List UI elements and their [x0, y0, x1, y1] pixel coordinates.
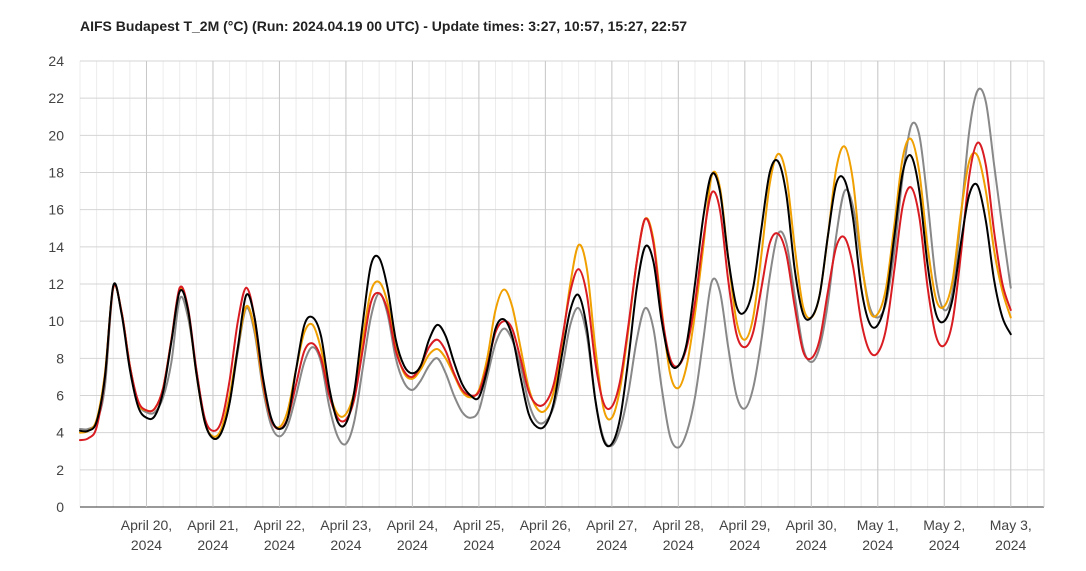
y-tick-label: 8: [56, 350, 64, 366]
x-tick-label-date: April 24,: [387, 517, 438, 533]
x-tick-label-date: April 28,: [653, 517, 704, 533]
x-tick-label-year: 2024: [995, 537, 1026, 553]
y-tick-label: 0: [56, 499, 64, 515]
y-tick-label: 14: [48, 239, 64, 255]
x-tick-label-year: 2024: [663, 537, 694, 553]
x-tick-label-year: 2024: [264, 537, 295, 553]
x-tick-label-year: 2024: [131, 537, 162, 553]
x-tick-label-year: 2024: [596, 537, 627, 553]
series-line-3: [79, 141, 1012, 442]
x-tick-label-date: April 27,: [586, 517, 637, 533]
y-tick-label: 2: [56, 462, 64, 478]
x-tick-label-date: April 23,: [320, 517, 371, 533]
y-tick-label: 6: [56, 388, 64, 404]
x-tick-label-year: 2024: [862, 537, 893, 553]
x-tick-label-date: April 30,: [786, 517, 837, 533]
x-tick-label-date: April 25,: [453, 517, 504, 533]
x-tick-label-year: 2024: [330, 537, 361, 553]
x-tick-label-year: 2024: [929, 537, 960, 553]
x-tick-label-date: May 2,: [923, 517, 965, 533]
x-tick-label-date: April 22,: [254, 517, 305, 533]
x-tick-label-date: April 29,: [719, 517, 770, 533]
chart-title: AIFS Budapest T_2M (°C) (Run: 2024.04.19…: [80, 18, 688, 34]
series-line-4: [79, 154, 1012, 448]
x-tick-label-year: 2024: [197, 537, 228, 553]
x-tick-label-year: 2024: [530, 537, 561, 553]
x-tick-label-date: April 21,: [187, 517, 238, 533]
x-tick-label-date: May 1,: [857, 517, 899, 533]
x-tick-label-year: 2024: [463, 537, 494, 553]
x-tick-label-date: May 3,: [990, 517, 1032, 533]
y-tick-label: 16: [48, 202, 64, 218]
x-tick-label-date: April 20,: [121, 517, 172, 533]
x-tick-label-year: 2024: [397, 537, 428, 553]
y-tick-label: 4: [56, 425, 64, 441]
x-tick-label-date: April 26,: [520, 517, 571, 533]
y-tick-label: 18: [48, 165, 64, 181]
x-tick-label-year: 2024: [729, 537, 760, 553]
y-tick-label: 20: [48, 127, 64, 143]
y-tick-label: 10: [48, 313, 64, 329]
y-tick-label: 12: [48, 276, 64, 292]
x-tick-label-year: 2024: [796, 537, 827, 553]
y-tick-label: 22: [48, 90, 64, 106]
series-layer: [79, 87, 1012, 449]
grid-layer: [79, 60, 1045, 508]
y-tick-label: 24: [48, 53, 64, 69]
